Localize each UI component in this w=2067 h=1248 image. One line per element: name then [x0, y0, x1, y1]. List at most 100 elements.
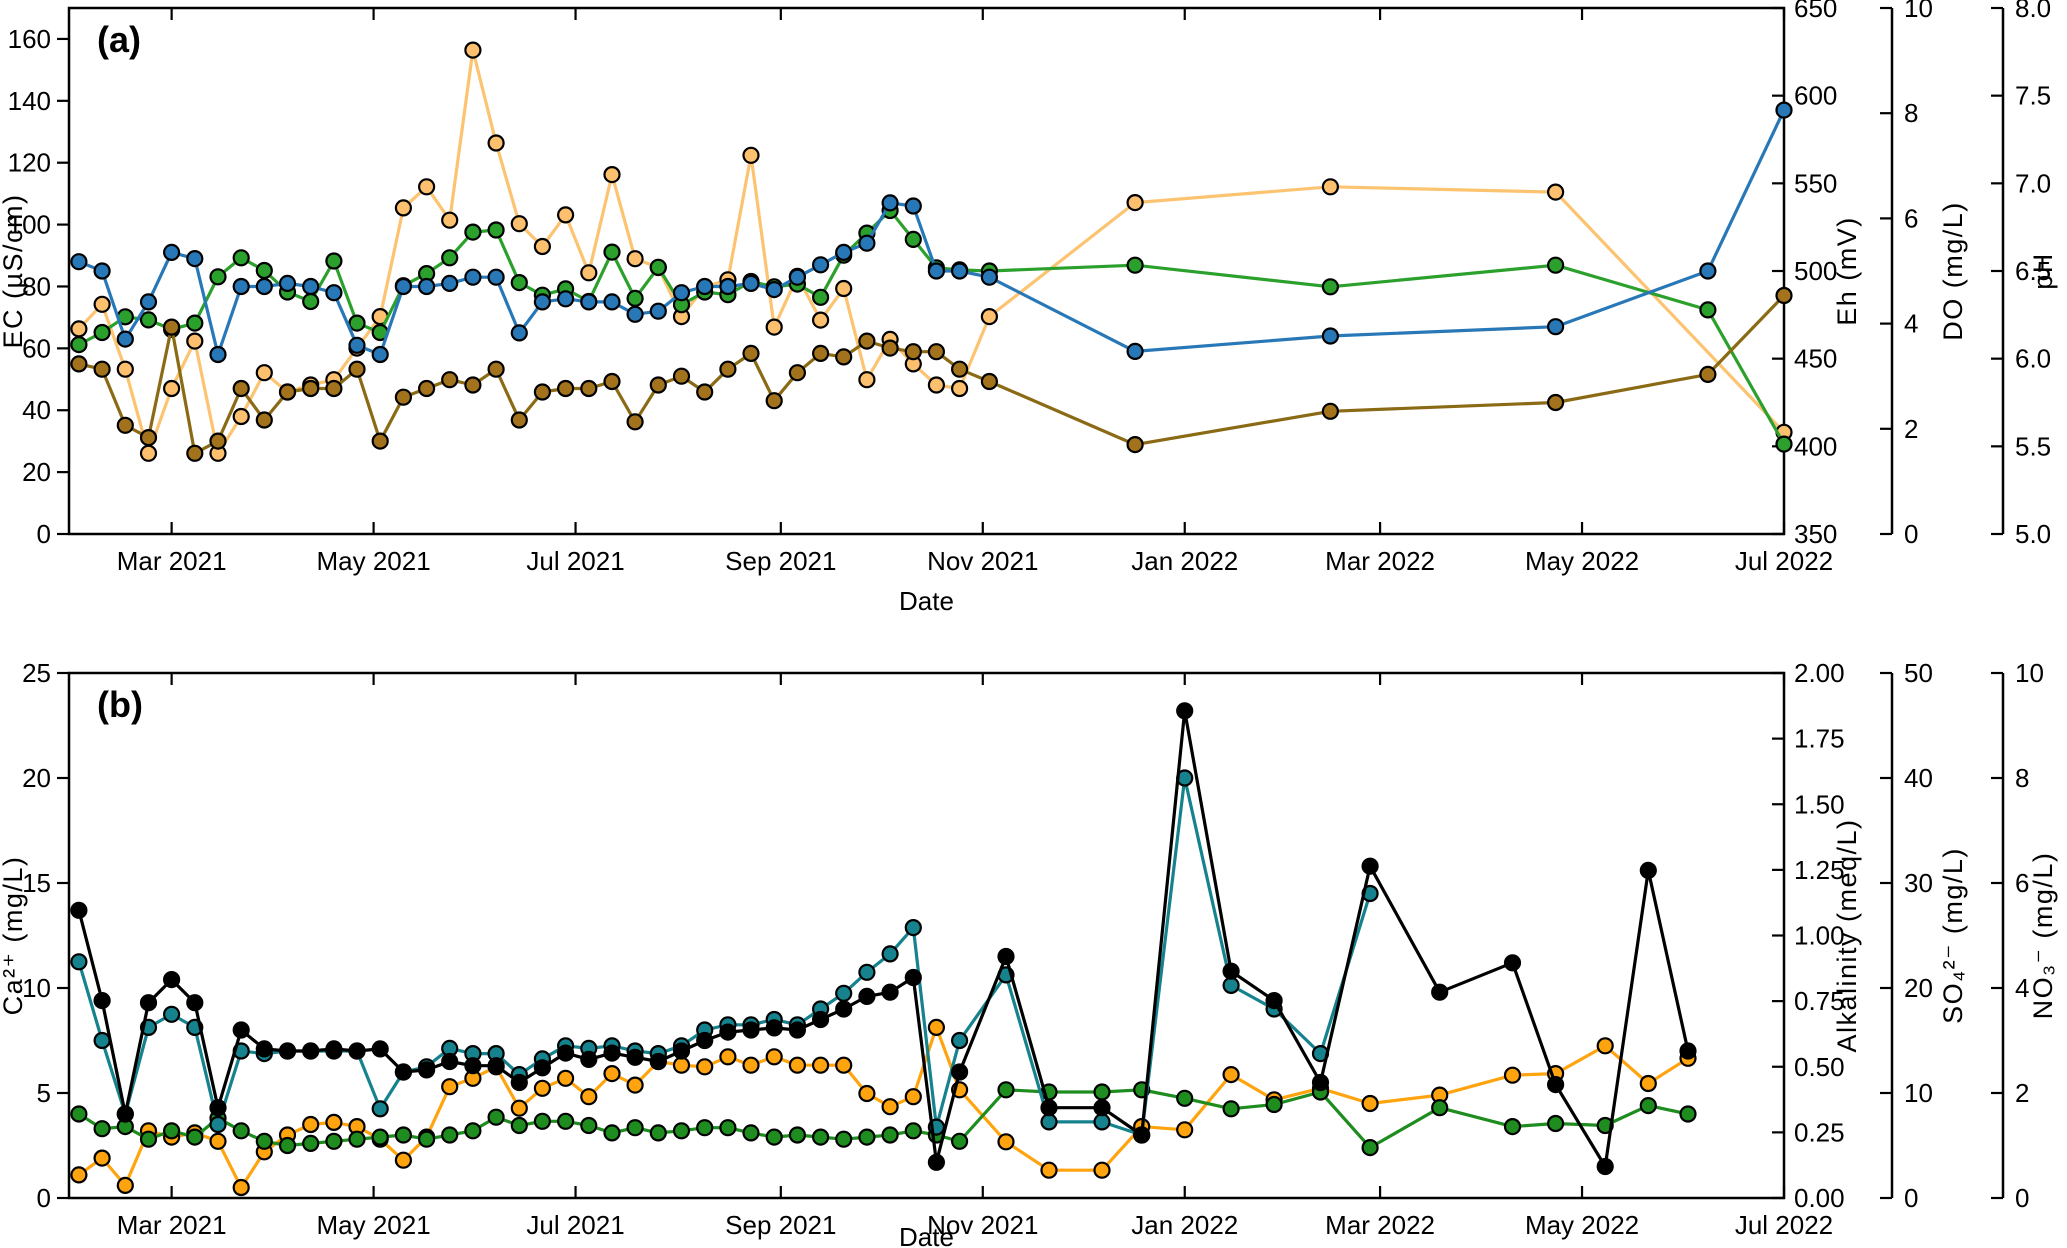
data-point-alkalinity: [950, 1031, 969, 1050]
y-tick-label: 120: [8, 148, 51, 178]
data-point-eh: [163, 379, 181, 398]
data-point-do: [302, 292, 320, 311]
data-point-no3: [858, 1084, 876, 1103]
data-point-no3: [93, 1149, 111, 1167]
data-point-so4: [1639, 1096, 1657, 1115]
data-point-so4: [371, 1128, 389, 1146]
data-point-eh: [858, 371, 876, 389]
data-point-ec: [858, 234, 876, 252]
data-point-ec: [348, 336, 366, 354]
data-point-ca: [1093, 1099, 1111, 1117]
y-tick-label: 5: [37, 1078, 51, 1108]
data-point-so4: [139, 1130, 158, 1148]
y-tick-label: 6: [2015, 868, 2029, 898]
data-point-alkalinity: [1040, 1113, 1058, 1131]
data-point-do: [441, 249, 459, 267]
data-point-so4: [881, 1126, 899, 1144]
data-point-eh: [394, 199, 412, 217]
axis-so4: 0 10 20 30 40 50 SO₄²⁻ (mg/L): [1880, 658, 1968, 1213]
y-tick-label: 350: [1794, 519, 1837, 549]
y-tick-label: 0.25: [1794, 1117, 1845, 1147]
data-point-ca: [93, 991, 111, 1010]
data-point-so4: [649, 1124, 667, 1142]
data-point-no3: [1503, 1066, 1522, 1084]
data-point-eh: [441, 211, 459, 229]
data-point-so4: [232, 1122, 250, 1140]
data-point-no3: [70, 1166, 88, 1184]
y-tick-label: 1.75: [1794, 724, 1845, 754]
data-point-alkalinity: [858, 963, 876, 981]
data-point-do: [1699, 301, 1717, 319]
data-point-alkalinity: [904, 918, 922, 937]
data-point-no3: [811, 1056, 830, 1074]
data-point-ec: [904, 197, 922, 215]
data-point-ca: [950, 1063, 969, 1081]
data-point-no3: [719, 1048, 737, 1066]
x-tick-label: Mar 2021: [117, 546, 227, 576]
data-point-ph: [325, 379, 343, 398]
y-tick-label: 10: [2015, 658, 2044, 688]
data-point-no3: [603, 1064, 621, 1083]
data-point-no3: [394, 1151, 412, 1169]
panel-letter: (a): [97, 19, 141, 60]
data-point-ca: [464, 1057, 482, 1075]
data-point-so4: [163, 1122, 181, 1140]
data-point-ca: [1596, 1157, 1614, 1176]
axis-title-eh: Eh (mV): [1832, 216, 1862, 326]
data-point-do: [186, 314, 204, 332]
data-point-so4: [93, 1120, 111, 1138]
data-point-ec: [1321, 327, 1340, 345]
data-point-ec: [139, 293, 158, 311]
data-point-ph: [672, 367, 691, 385]
data-point-so4: [1431, 1099, 1449, 1117]
data-point-ph: [580, 379, 598, 398]
data-point-ca: [70, 901, 88, 919]
data-point-eh: [1321, 178, 1340, 196]
data-point-do: [348, 314, 366, 332]
data-point-ca: [255, 1040, 273, 1058]
data-point-ph: [881, 339, 899, 357]
data-point-ca: [649, 1052, 667, 1071]
data-point-ph: [232, 379, 250, 398]
data-point-so4: [70, 1105, 88, 1123]
series-eh: [70, 41, 1793, 462]
data-point-so4: [487, 1108, 505, 1126]
data-point-ph: [1126, 436, 1144, 454]
data-point-ca: [487, 1057, 505, 1075]
data-point-alkalinity: [163, 1005, 181, 1023]
data-point-so4: [255, 1132, 273, 1150]
data-point-ph: [394, 388, 412, 406]
data-point-ca: [139, 994, 158, 1012]
panel-b: Mar 2021 May 2021 Jul 2021 Sep 2021 Nov 2021…: [0, 658, 2058, 1248]
data-point-ph: [603, 372, 621, 391]
data-point-ca: [626, 1048, 644, 1066]
data-point-so4: [348, 1130, 366, 1148]
data-point-ph: [788, 364, 807, 382]
y-tick-label: 40: [1904, 763, 1933, 793]
data-point-no3: [696, 1058, 714, 1076]
axis-title-ca: Ca²⁺ (mg/L): [0, 856, 28, 1016]
x-axis: Mar 2021 May 2021 Jul 2021 Sep 2021 Nov 2021…: [117, 8, 1833, 616]
data-point-ca: [533, 1059, 552, 1077]
data-point-alkalinity: [1222, 976, 1240, 995]
data-point-no3: [881, 1098, 899, 1116]
data-point-ec: [927, 262, 946, 280]
x-tick-label: Sep 2021: [725, 546, 836, 576]
y-tick-label: 0.50: [1794, 1052, 1845, 1082]
y-tick-label: 50: [1904, 658, 1933, 688]
data-point-do: [464, 223, 482, 241]
x-tick-label: May 2022: [1525, 1210, 1639, 1240]
data-point-ec: [209, 345, 227, 364]
data-point-no3: [302, 1115, 320, 1134]
y-tick-label: 1.00: [1794, 921, 1845, 951]
data-point-do: [1546, 256, 1565, 274]
data-point-ec: [302, 277, 320, 296]
axis-title-no3: NO₃⁻ (mg/L): [2028, 852, 2058, 1020]
data-point-ph: [1321, 402, 1340, 420]
x-tick-label: May 2021: [317, 546, 431, 576]
data-point-do: [487, 221, 505, 239]
data-point-so4: [441, 1126, 459, 1144]
x-tick-label: Mar 2022: [1325, 1210, 1435, 1240]
data-point-so4: [1679, 1105, 1697, 1123]
data-point-do: [1126, 256, 1144, 274]
